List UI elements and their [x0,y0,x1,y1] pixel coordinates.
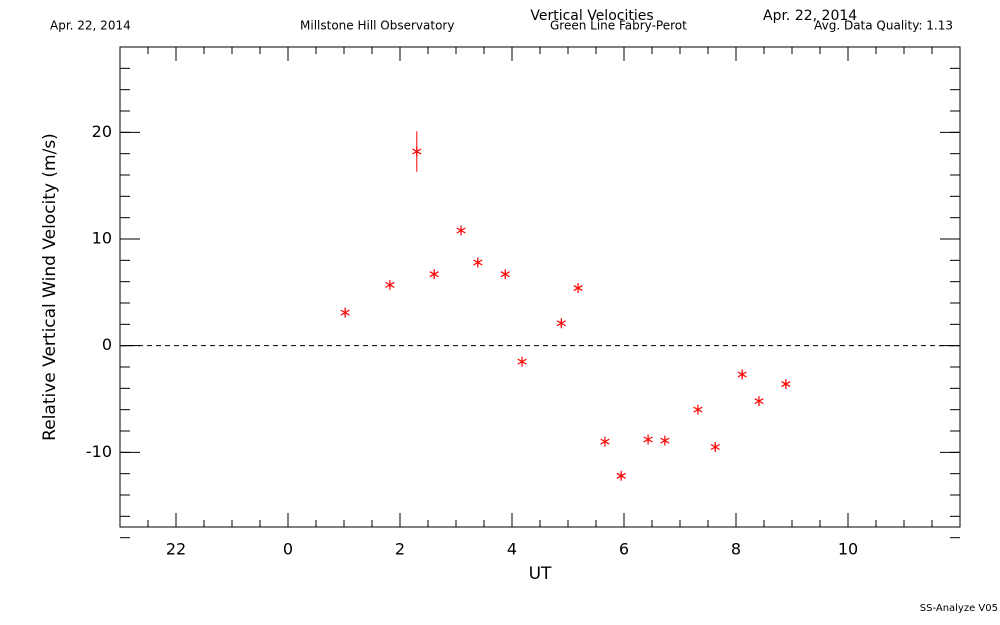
point [385,279,395,290]
x-tick-label: 8 [731,540,741,559]
point [500,269,510,280]
point [693,404,703,415]
point [340,307,350,318]
point [517,356,527,367]
y-tick-label: -10 [86,442,112,461]
point [660,435,670,446]
x-tick-label: 10 [838,540,858,559]
x-tick-label: 0 [283,540,293,559]
y-axis-label: Relative Vertical Wind Velocity (m/s) [40,133,60,441]
point [456,225,466,236]
x-axis-label: UT [529,564,552,584]
y-tick-label: 20 [92,122,112,141]
point [429,269,439,280]
point [737,369,747,380]
plot-frame [119,46,961,528]
observatory: Millstone Hill Observatory [300,19,454,33]
x-tick-label: 22 [166,540,186,559]
chart-title: Vertical Velocities [530,8,653,24]
point [781,379,791,390]
y-tick-label: 10 [92,229,112,248]
x-tick-label: 4 [507,540,517,559]
point [643,434,653,445]
quality: Avg. Data Quality: 1.13 [814,19,953,33]
date-left: Apr. 22, 2014 [50,19,131,33]
point [710,442,720,452]
point [556,318,566,329]
y-tick-label: 0 [102,335,112,354]
point [573,283,583,294]
footer: SS-Analyze V05 [920,603,998,614]
point [412,146,422,157]
date-right: Apr. 22, 2014 [763,8,857,24]
point [473,257,483,268]
x-tick-label: 2 [395,540,405,559]
axes [119,46,961,539]
x-tick-label: 6 [619,540,629,559]
point [600,436,610,447]
point [754,396,764,407]
point [616,470,626,481]
instrument: Green Line Fabry-Perot [550,19,687,33]
